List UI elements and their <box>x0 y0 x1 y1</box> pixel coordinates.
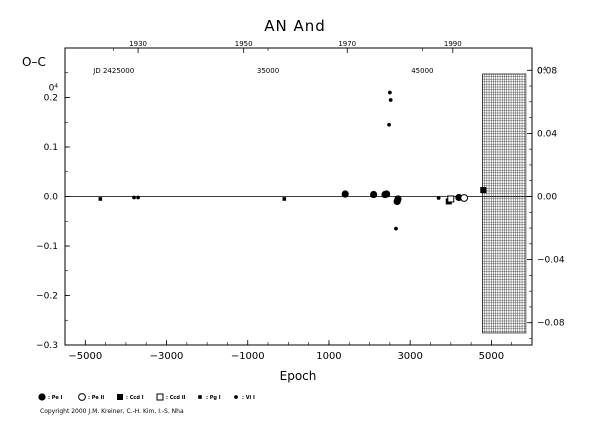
top-year-label: 1930 <box>129 40 147 48</box>
legend-marker <box>117 394 123 400</box>
legend-label: : Pe I <box>48 395 63 401</box>
y-right-tick-label: 0.08 <box>537 66 557 76</box>
x-tick-label: 3000 <box>397 351 422 362</box>
top-year-label: 1950 <box>235 40 253 48</box>
data-point <box>447 195 455 203</box>
data-point <box>480 187 487 194</box>
x-tick-label: 5000 <box>479 351 504 362</box>
top-jd-label: 35000 <box>257 67 279 75</box>
y-right-tick-label: 0.00 <box>537 193 557 203</box>
data-point <box>388 98 393 102</box>
copyright-text: Copyright 2000 J.M. Kreiner, C.-H. Kim, … <box>40 408 184 415</box>
y-axis-label: O–C <box>22 55 46 69</box>
data-point <box>436 196 441 200</box>
y-tick-label: −0.1 <box>36 242 58 252</box>
legend-marker <box>198 395 202 399</box>
left-axis-top-label: 0⁴ <box>49 84 59 94</box>
x-tick-label: −3000 <box>150 351 184 362</box>
top-jd-label: 45000 <box>411 67 433 75</box>
y-tick-label: −0.3 <box>36 341 58 351</box>
y-right-tick-label: 0.04 <box>537 129 557 139</box>
y-tick-label: 0.1 <box>44 143 58 153</box>
data-point <box>370 190 378 199</box>
data-point <box>387 90 392 95</box>
legend-label: : Ccd II <box>166 395 186 401</box>
data-point <box>387 122 391 127</box>
legend-marker <box>38 393 46 401</box>
y-right-tick-label: −0.08 <box>537 319 565 329</box>
x-tick-label: 1000 <box>316 351 341 362</box>
y-tick-label: 0.0 <box>44 193 59 203</box>
legend-label: : Ccd I <box>126 395 144 401</box>
top-jd-label: JD 2425000 <box>92 67 134 75</box>
legend-marker <box>156 393 164 401</box>
data-point <box>460 194 469 202</box>
x-axis-label: Epoch <box>280 369 317 383</box>
data-point <box>394 226 398 231</box>
x-tick-label: −5000 <box>68 351 102 362</box>
chart-title: AN And <box>264 17 326 35</box>
legend-label: : Vi I <box>242 395 255 401</box>
data-point <box>341 190 349 198</box>
x-tick-label: −1000 <box>231 351 265 362</box>
legend-label: : Pg I <box>206 395 221 401</box>
y-right-tick-label: −0.04 <box>537 256 565 266</box>
data-point <box>136 195 140 200</box>
legend-label: : Pe II <box>88 395 104 401</box>
y-tick-label: −0.2 <box>36 292 58 302</box>
legend-marker <box>234 395 238 399</box>
data-point <box>394 195 402 203</box>
y-tick-label: 0.2 <box>44 94 58 104</box>
data-point <box>383 190 391 198</box>
top-year-label: 1970 <box>338 40 356 48</box>
data-point <box>132 195 136 200</box>
data-point <box>98 197 103 201</box>
right-axis-top-label: 0⁴ <box>537 66 547 76</box>
top-year-label: 1990 <box>444 40 462 48</box>
data-point <box>282 197 287 201</box>
legend-marker <box>78 393 86 401</box>
